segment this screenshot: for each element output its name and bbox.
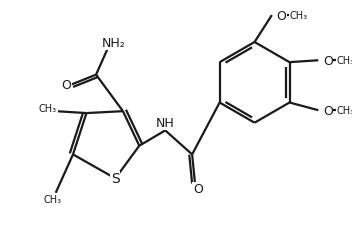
Text: CH₃: CH₃ (336, 56, 352, 66)
Text: O: O (193, 183, 203, 196)
Text: O: O (323, 55, 333, 67)
Text: NH: NH (156, 117, 175, 130)
Text: O: O (61, 78, 71, 91)
Text: CH₃: CH₃ (44, 194, 62, 204)
Text: S: S (111, 172, 120, 185)
Text: CH₃: CH₃ (290, 11, 308, 21)
Text: O: O (323, 104, 333, 117)
Text: O: O (277, 9, 287, 22)
Text: CH₃: CH₃ (336, 106, 352, 116)
Text: CH₃: CH₃ (39, 104, 57, 114)
Text: NH₂: NH₂ (101, 37, 125, 50)
